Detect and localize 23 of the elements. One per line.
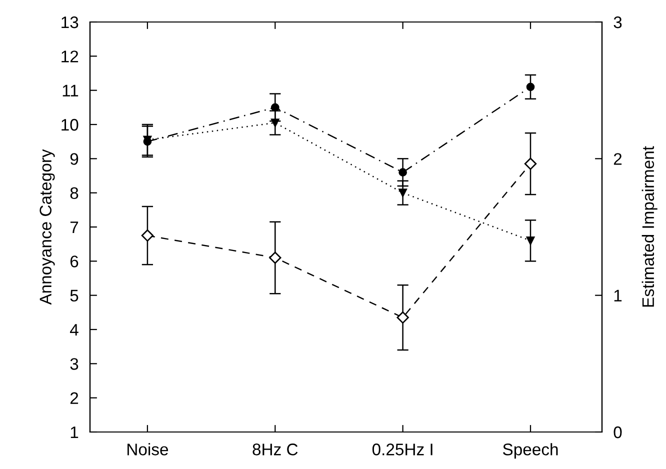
y-tick-label: 5	[70, 290, 78, 302]
y-tick-label: 9	[70, 153, 78, 165]
y2-tick-label: 2	[614, 153, 622, 165]
x-tick-label: 8Hz C	[252, 444, 298, 456]
y2-tick-label: 3	[614, 16, 622, 28]
y-tick-label: 10	[62, 118, 78, 131]
y-axis-title: Annoyance Category	[40, 149, 55, 305]
y-tick-label: 12	[62, 50, 78, 62]
y-tick-label: 1	[70, 426, 78, 438]
y-tick-label: 8	[70, 187, 78, 200]
y-tick-label: 3	[70, 358, 78, 370]
y2-axis-title: Estimated Impairment	[642, 146, 658, 307]
x-tick-label: 0.25Hz I	[372, 444, 432, 456]
y-tick-label: 2	[70, 392, 78, 404]
y-tick-label: 11	[62, 84, 78, 96]
y2-tick-label: 1	[614, 290, 622, 302]
y-tick-label: 7	[70, 222, 78, 234]
x-tick-label: Speech	[502, 443, 558, 459]
y-tick-label: 6	[70, 256, 78, 268]
x-tick-label: Noise	[128, 443, 168, 456]
y2-tick-label: 0	[614, 426, 622, 438]
y-tick-label: 4	[70, 324, 78, 336]
y-tick-label: 13	[62, 16, 78, 28]
